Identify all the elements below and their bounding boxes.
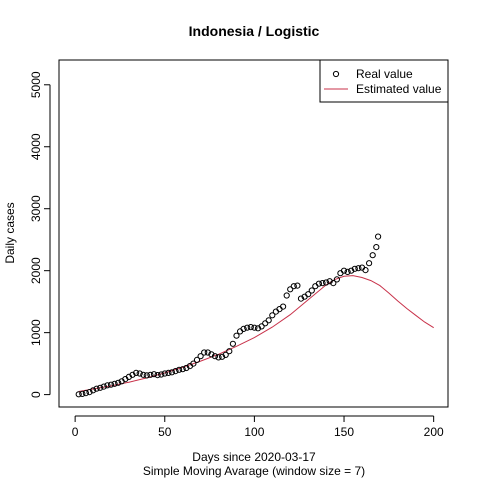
real-value-point bbox=[376, 234, 381, 239]
real-value-point bbox=[374, 245, 379, 250]
x-axis-label: Days since 2020-03-17 bbox=[192, 450, 316, 464]
x-tick-label: 200 bbox=[424, 425, 444, 439]
plot-frame bbox=[59, 60, 448, 407]
real-value-point bbox=[284, 293, 289, 298]
real-value-point bbox=[295, 283, 300, 288]
y-tick-label: 4000 bbox=[29, 133, 43, 160]
y-axis-label: Daily cases bbox=[3, 202, 17, 263]
y-tick-label: 5000 bbox=[29, 71, 43, 98]
x-tick-label: 100 bbox=[244, 425, 264, 439]
y-tick-label: 3000 bbox=[29, 195, 43, 222]
real-value-point bbox=[367, 261, 372, 266]
real-value-point bbox=[80, 391, 85, 396]
y-tick-label: 0 bbox=[29, 391, 43, 398]
legend: Real value Estimated value bbox=[320, 60, 448, 102]
real-value-point bbox=[230, 341, 235, 346]
x-tick-label: 0 bbox=[72, 425, 79, 439]
y-tick-label: 1000 bbox=[29, 319, 43, 346]
y-tick-label: 2000 bbox=[29, 257, 43, 284]
chart-title: Indonesia / Logistic bbox=[189, 23, 320, 39]
real-value-point bbox=[108, 382, 113, 387]
x-tick-label: 50 bbox=[158, 425, 172, 439]
real-value-point bbox=[263, 321, 268, 326]
real-value-point bbox=[266, 318, 271, 323]
real-value-point bbox=[83, 391, 88, 396]
real-value-points bbox=[76, 234, 381, 397]
estimated-value-line bbox=[79, 276, 434, 392]
real-value-point bbox=[370, 253, 375, 258]
legend-estimated-value-label: Estimated value bbox=[356, 82, 442, 96]
legend-real-value-label: Real value bbox=[356, 67, 413, 81]
x-axis-subtitle: Simple Moving Avarage (window size = 7) bbox=[143, 464, 365, 478]
x-tick-label: 150 bbox=[334, 425, 354, 439]
